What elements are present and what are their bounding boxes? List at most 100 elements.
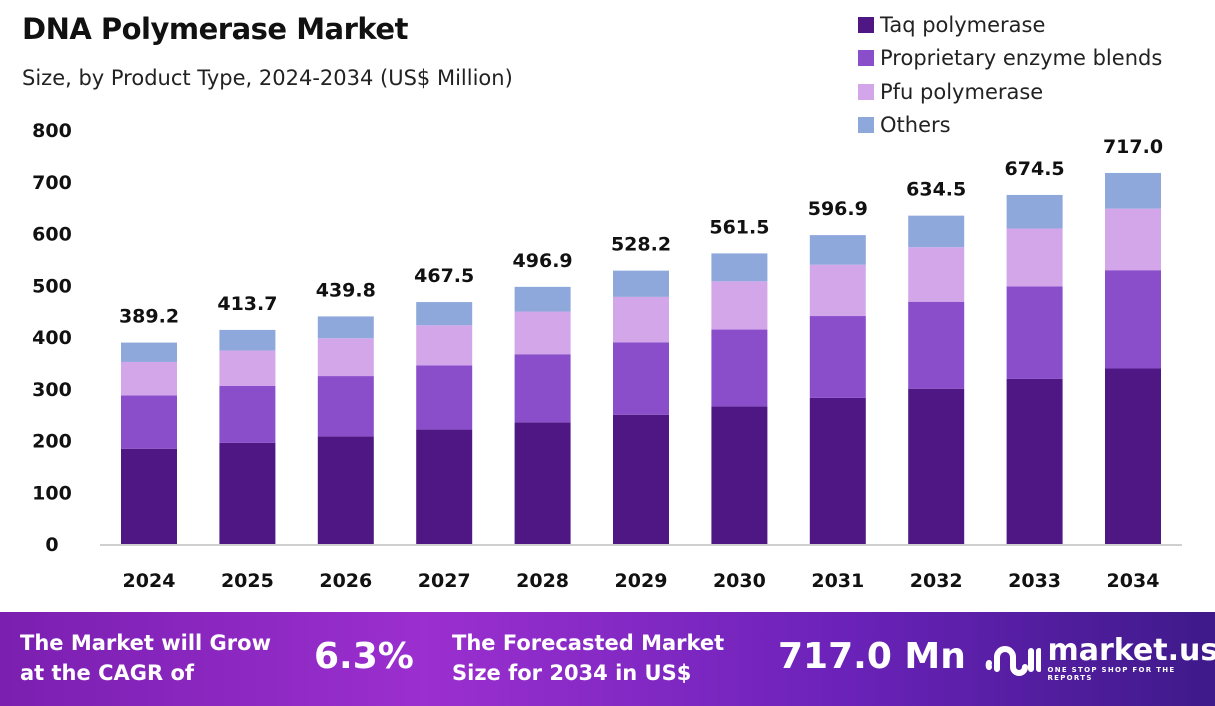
legend-item: Pfu polymerase — [858, 75, 1162, 109]
bar-total-label: 413.7 — [217, 293, 277, 315]
bar-segment-proprietary-enzyme-blends — [416, 365, 473, 430]
legend-label: Proprietary enzyme blends — [880, 46, 1163, 71]
bar-segment-pfu-polymerase — [416, 325, 473, 366]
bar-total-label: 717.0 — [1103, 136, 1163, 158]
bar-segment-pfu-polymerase — [219, 350, 276, 387]
bar-segment-proprietary-enzyme-blends — [711, 329, 768, 407]
bar-total-label: 389.2 — [119, 306, 179, 328]
x-tick-label: 2029 — [615, 570, 668, 592]
legend: Taq polymerase Proprietary enzyme blends… — [858, 8, 1162, 142]
bar-segment-others — [416, 302, 473, 326]
bar-segment-taq-polymerase — [1105, 368, 1161, 544]
bar-total-label: 634.5 — [906, 179, 966, 201]
legend-swatch — [858, 16, 874, 33]
bar-segment-taq-polymerase — [317, 436, 374, 544]
bar-total-label: 439.8 — [316, 279, 376, 301]
bar-segment-others — [809, 235, 866, 265]
x-tick-label: 2025 — [221, 570, 274, 592]
legend-item: Proprietary enzyme blends — [858, 42, 1162, 76]
y-tick-label: 600 — [32, 224, 72, 246]
bar-total-label: 467.5 — [414, 265, 474, 287]
bar-segment-pfu-polymerase — [317, 338, 374, 377]
bar-segment-others — [711, 253, 768, 282]
legend-label: Others — [880, 113, 951, 138]
bar-segment-pfu-polymerase — [121, 361, 177, 396]
bar-segment-proprietary-enzyme-blends — [1105, 270, 1161, 369]
x-tick-label: 2031 — [811, 570, 864, 592]
footer-banner: The Market will Grow at the CAGR of 6.3%… — [0, 612, 1215, 706]
x-tick-label: 2028 — [516, 570, 569, 592]
bar-segment-taq-polymerase — [219, 442, 276, 544]
bar-segment-others — [514, 286, 571, 312]
y-tick-label: 200 — [32, 431, 72, 453]
y-tick-label: 500 — [32, 275, 72, 297]
y-tick-label: 800 — [32, 120, 72, 142]
y-tick-label: 100 — [32, 482, 72, 504]
bar-segment-taq-polymerase — [416, 429, 473, 544]
bar-segment-taq-polymerase — [514, 422, 571, 544]
bar-segment-taq-polymerase — [711, 406, 768, 544]
logo-name: market.us — [1047, 633, 1215, 668]
legend-swatch — [858, 50, 874, 67]
bar-total-label: 496.9 — [513, 250, 573, 272]
legend-label: Taq polymerase — [880, 12, 1046, 37]
bar-segment-pfu-polymerase — [1105, 208, 1161, 271]
logo-icon — [985, 646, 1042, 676]
bar-segment-taq-polymerase — [613, 414, 669, 544]
bar-segment-pfu-polymerase — [711, 281, 768, 330]
bar-segment-others — [121, 342, 177, 362]
bar-segment-pfu-polymerase — [809, 264, 866, 317]
bar-segment-pfu-polymerase — [514, 311, 571, 355]
y-tick-label: 0 — [45, 534, 58, 556]
bar-segment-taq-polymerase — [809, 397, 866, 544]
x-tick-label: 2034 — [1107, 570, 1160, 592]
bar-segment-proprietary-enzyme-blends — [121, 395, 177, 449]
bar-segment-taq-polymerase — [121, 448, 177, 544]
bar-segment-proprietary-enzyme-blends — [809, 316, 866, 398]
cagr-value: 6.3% — [314, 636, 414, 677]
bar-segment-pfu-polymerase — [1006, 228, 1063, 287]
bar-segment-others — [908, 215, 965, 248]
stacked-bar-chart: 0 100 200 300 400 500 600 700 800 389.2 2024 413.7 2… — [32, 120, 1182, 592]
x-tick-label: 2027 — [418, 570, 471, 592]
bar-segment-others — [1105, 172, 1161, 209]
x-tick-label: 2033 — [1008, 570, 1061, 592]
bar-segment-others — [613, 270, 669, 297]
chart-subtitle: Size, by Product Type, 2024-2034 (US$ Mi… — [22, 66, 513, 90]
x-tick-label: 2032 — [910, 570, 963, 592]
forecast-value: 717.0 Mn — [778, 636, 966, 677]
legend-item: Taq polymerase — [858, 8, 1162, 42]
chart-title: DNA Polymerase Market — [22, 12, 408, 46]
bar-total-label: 561.5 — [709, 216, 769, 238]
forecast-label: The Forecasted Market Size for 2034 in U… — [452, 631, 725, 685]
bar-segment-taq-polymerase — [908, 388, 965, 544]
bar-segment-proprietary-enzyme-blends — [514, 354, 571, 423]
bar-segment-proprietary-enzyme-blends — [613, 342, 669, 415]
bar-segment-pfu-polymerase — [908, 247, 965, 302]
x-tick-label: 2026 — [319, 570, 372, 592]
cagr-label: The Market will Grow at the CAGR of — [20, 631, 271, 685]
logo-tagline: ONE STOP SHOP FOR THE REPORTS — [1047, 666, 1176, 682]
bar-segment-proprietary-enzyme-blends — [317, 376, 374, 437]
legend-swatch — [858, 117, 874, 134]
y-tick-label: 400 — [32, 327, 72, 349]
bar-segment-others — [317, 316, 374, 339]
bar-total-label: 674.5 — [1005, 158, 1065, 180]
legend-swatch — [858, 83, 874, 100]
bar-segment-proprietary-enzyme-blends — [908, 301, 965, 389]
bar-total-label: 528.2 — [611, 234, 671, 256]
y-tick-label: 700 — [32, 172, 72, 194]
bar-segment-others — [1006, 194, 1063, 229]
x-tick-label: 2024 — [123, 570, 176, 592]
x-tick-label: 2030 — [713, 570, 766, 592]
bar-total-label: 596.9 — [808, 198, 868, 220]
bar-segment-proprietary-enzyme-blends — [219, 386, 276, 443]
bar-segment-taq-polymerase — [1006, 378, 1063, 544]
bar-segment-proprietary-enzyme-blends — [1006, 286, 1063, 379]
y-tick-label: 300 — [32, 379, 72, 401]
bar-segment-pfu-polymerase — [613, 296, 669, 343]
market-us-logo: market.us ONE STOP SHOP FOR THE REPORTS — [985, 636, 1215, 682]
legend-label: Pfu polymerase — [880, 79, 1044, 104]
bar-segment-others — [219, 329, 276, 351]
legend-item: Others — [858, 109, 1162, 143]
